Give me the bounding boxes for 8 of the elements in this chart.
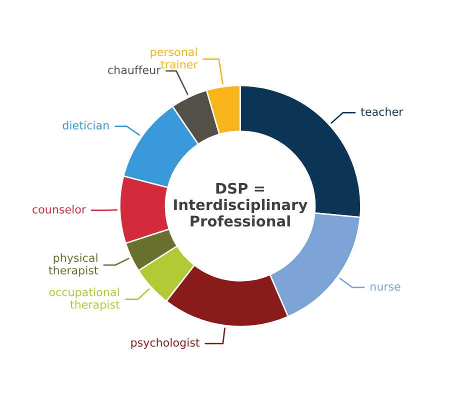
slice-label: occupational therapist	[49, 288, 120, 311]
slice-label: dietician	[62, 120, 109, 130]
text: DSP = Interdisciplinary Professional	[174, 182, 308, 227]
slice-label: teacher	[360, 107, 404, 116]
slice-label: counselor	[32, 204, 86, 214]
slice-label: nurse	[370, 284, 400, 291]
slice-label: psychologist	[131, 338, 200, 349]
slice-label: physical therapist	[48, 253, 98, 277]
